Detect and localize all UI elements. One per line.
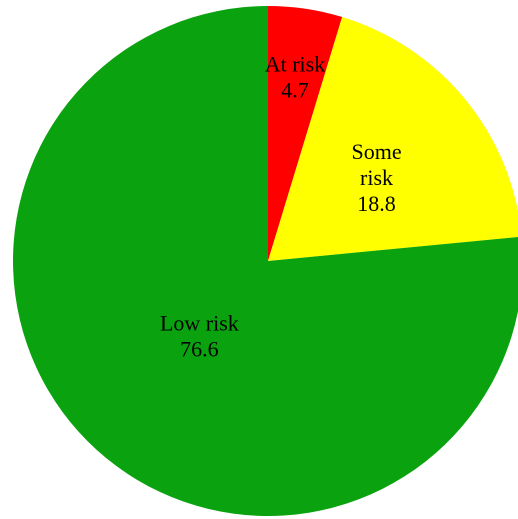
pie-slice xyxy=(268,17,518,261)
slice-label-text: Some xyxy=(351,139,401,164)
slice-label-text: Low risk xyxy=(160,310,239,335)
pie-slices xyxy=(13,6,518,516)
pie-slice xyxy=(13,6,518,516)
slice-value: 76.6 xyxy=(180,336,219,361)
slice-label-text: risk xyxy=(360,165,393,190)
slice-value: 18.8 xyxy=(357,191,396,216)
slice-label: Some risk 18.8 xyxy=(351,139,401,216)
slice-value: 4.7 xyxy=(281,77,309,102)
pie-slice xyxy=(268,6,343,261)
slice-label: At risk 4.7 xyxy=(265,51,326,102)
slice-label-text: At risk xyxy=(265,51,326,76)
slice-labels: At risk 4.7 Some risk 18.8 Low risk 76.6 xyxy=(160,51,402,361)
slice-label: Low risk 76.6 xyxy=(160,310,239,361)
